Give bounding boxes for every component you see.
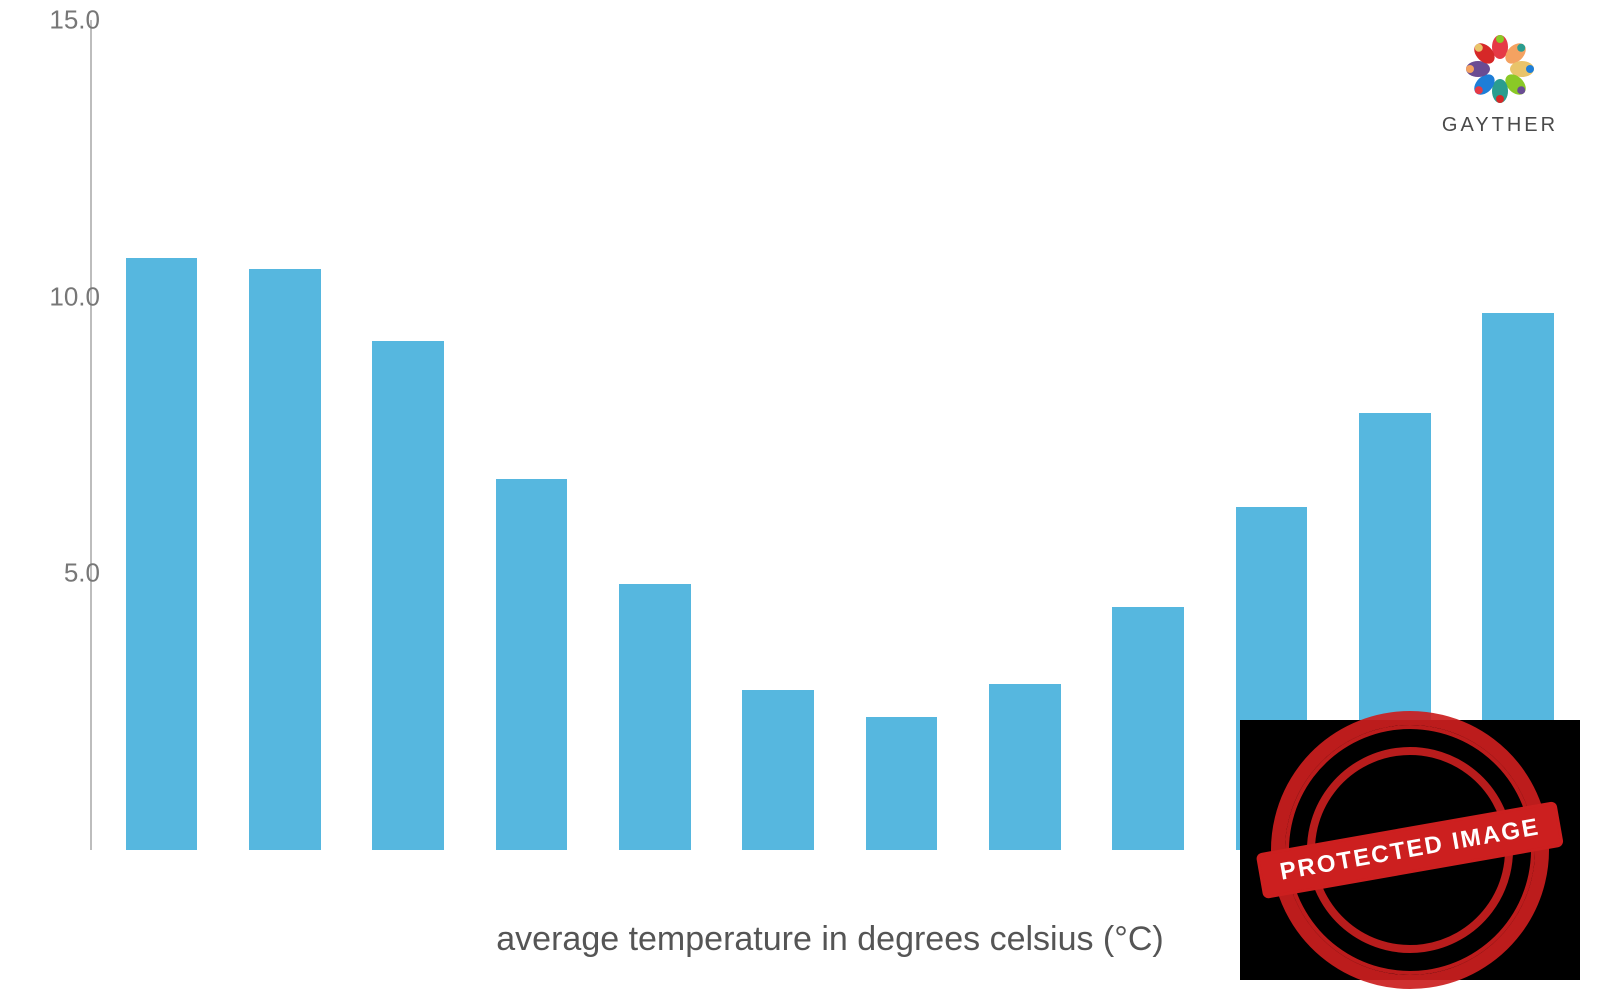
bar xyxy=(989,684,1061,850)
logo-text: GAYTHER xyxy=(1440,114,1560,137)
bar xyxy=(619,584,691,850)
logo-petal-dot-icon xyxy=(1496,95,1504,103)
bar xyxy=(372,341,444,850)
bar xyxy=(249,269,321,850)
bar xyxy=(742,690,814,850)
y-tick-label: 5.0 xyxy=(64,558,100,589)
y-tick-label: 10.0 xyxy=(49,281,100,312)
brand-logo: GAYTHER xyxy=(1440,30,1560,137)
bar xyxy=(496,479,568,850)
temperature-bar-chart: 5.010.015.0 average temperature in degre… xyxy=(0,0,1600,1000)
bar xyxy=(1112,607,1184,850)
logo-petal-dot-icon xyxy=(1496,35,1504,43)
y-tick-label: 15.0 xyxy=(49,5,100,36)
logo-petal-dot-icon xyxy=(1466,65,1474,73)
bar xyxy=(126,258,198,850)
logo-flower-icon xyxy=(1461,30,1539,108)
bar xyxy=(866,717,938,850)
protected-image-stamp: PROTECTED IMAGE xyxy=(1240,720,1580,980)
logo-petal-dot-icon xyxy=(1526,65,1534,73)
